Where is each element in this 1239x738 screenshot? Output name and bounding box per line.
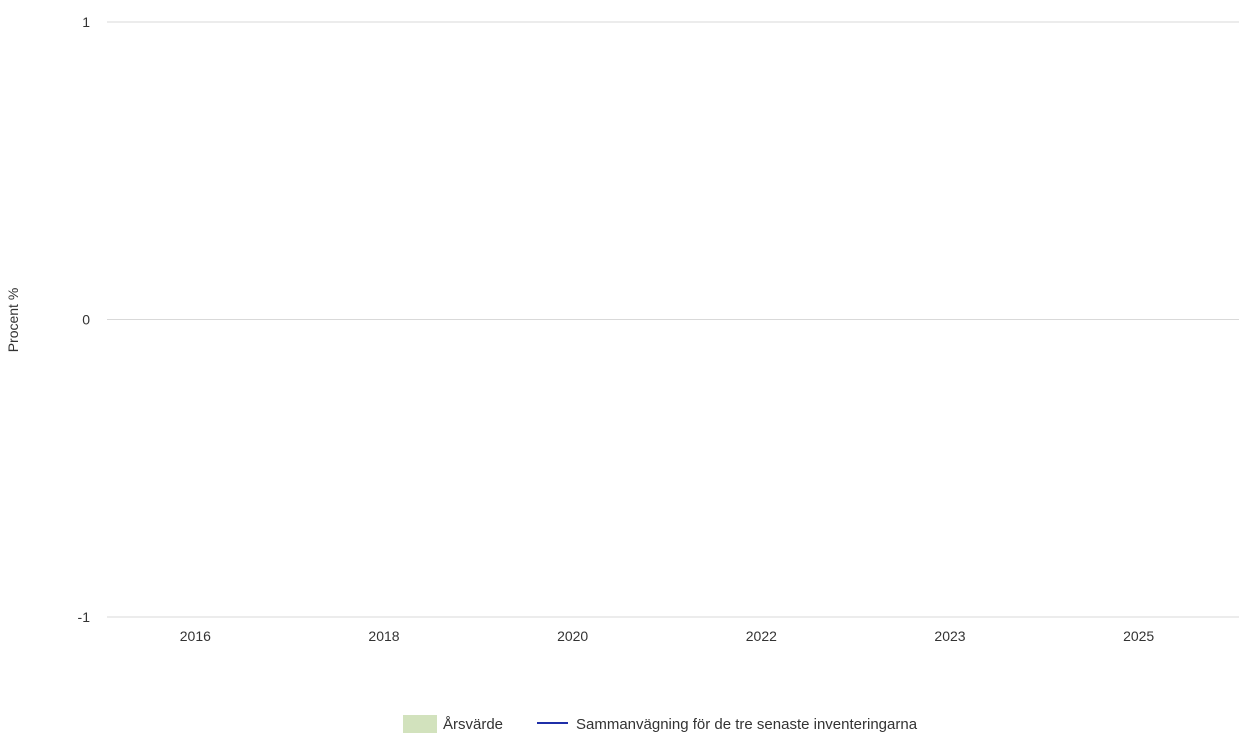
x-tick-label: 2025: [1123, 628, 1154, 644]
y-tick-label: -1: [78, 609, 91, 625]
x-tick-labels: 2016 2018 2020 2022 2023 2025: [180, 628, 1155, 644]
grid-lines: [107, 21, 1239, 618]
x-tick-label: 2016: [180, 628, 211, 644]
y-tick-labels: 1 0 -1: [78, 14, 91, 625]
y-axis-title: Procent %: [5, 288, 21, 353]
legend-label-arsvarde: Årsvärde: [443, 716, 503, 733]
x-tick-label: 2022: [746, 628, 777, 644]
y-tick-label: 0: [82, 312, 90, 328]
y-tick-label: 1: [82, 14, 90, 30]
legend-label-sammanvagning: Sammanvägning för de tre senaste invente…: [576, 716, 918, 733]
x-tick-label: 2020: [557, 628, 588, 644]
x-tick-label: 2023: [934, 628, 965, 644]
legend: Årsvärde Sammanvägning för de tre senast…: [403, 715, 918, 733]
x-tick-label: 2018: [368, 628, 399, 644]
legend-swatch-arsvarde: [403, 715, 437, 733]
